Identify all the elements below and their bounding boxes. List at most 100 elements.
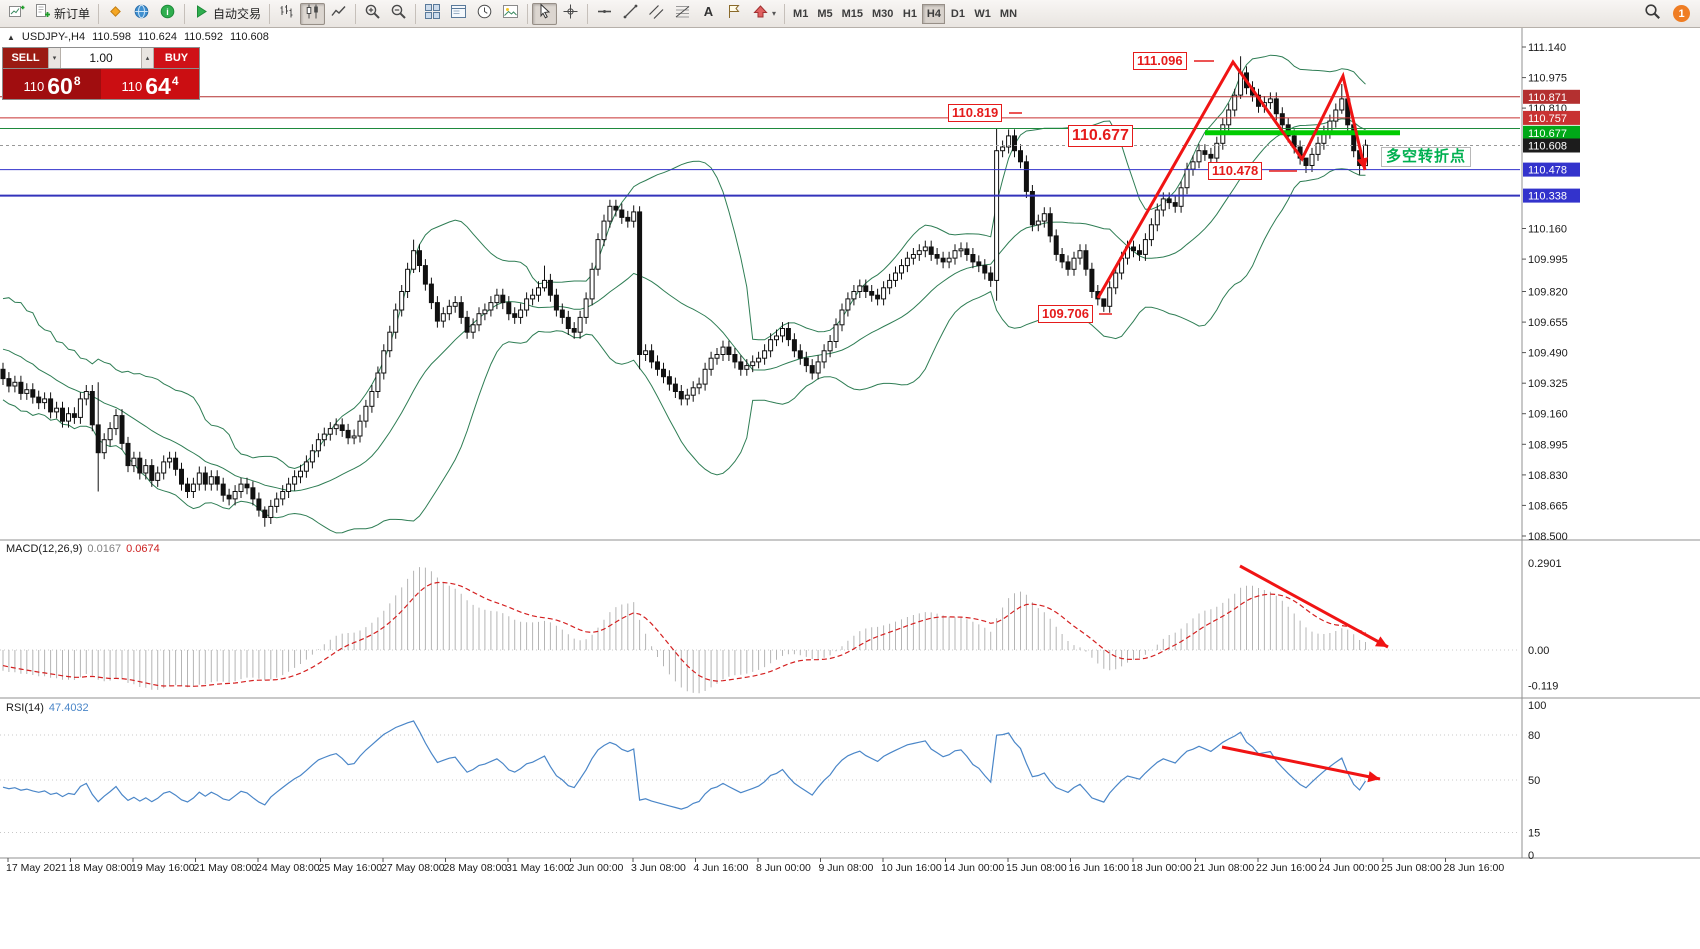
candlestick-mode-icon bbox=[304, 3, 321, 25]
price-annotation-110.478[interactable]: 110.478 bbox=[1208, 162, 1263, 181]
timeframe-mn-button[interactable]: MN bbox=[999, 7, 1018, 20]
bid-price-panel[interactable]: 110 60 8 bbox=[3, 69, 101, 99]
candlestick-mode-button[interactable] bbox=[300, 2, 326, 25]
buy-button[interactable]: BUY bbox=[154, 48, 199, 68]
timeframe-m30-button[interactable]: M30 bbox=[872, 7, 894, 20]
cursor-tool-button[interactable] bbox=[532, 2, 558, 25]
line-chart-mode-button[interactable] bbox=[326, 3, 351, 25]
timeframe-h4-button[interactable]: H4 bbox=[922, 3, 946, 24]
zoom-in-button[interactable] bbox=[360, 3, 385, 25]
trend-arrow[interactable] bbox=[1221, 745, 1381, 781]
text-tool-icon: A bbox=[700, 3, 717, 25]
timeframe-m1-button[interactable]: M1 bbox=[793, 7, 809, 20]
trend-arrow[interactable] bbox=[1096, 59, 1367, 299]
price-axis-label: 110.160 bbox=[1528, 224, 1567, 236]
price-axis-label: 109.490 bbox=[1528, 348, 1568, 360]
time-axis-label: 27 May 08:00 bbox=[381, 862, 445, 874]
new-chart-icon bbox=[8, 3, 25, 25]
pane-divider-macd[interactable] bbox=[0, 539, 1700, 542]
tile-windows-icon bbox=[424, 3, 441, 25]
pane-divider-rsi[interactable] bbox=[0, 697, 1700, 700]
ask-price-panel[interactable]: 110 64 4 bbox=[101, 69, 199, 99]
rsi-name: RSI(14) bbox=[6, 702, 44, 714]
crosshair-tool-button[interactable] bbox=[558, 3, 583, 25]
text-label-tool-button[interactable] bbox=[722, 3, 747, 25]
rsi-axis-label: 50 bbox=[1528, 775, 1540, 787]
metaquotes-app-button[interactable] bbox=[103, 3, 128, 25]
time-axis-label: 15 Jun 08:00 bbox=[1006, 862, 1067, 874]
rsi-indicator bbox=[0, 720, 1520, 833]
time-axis-label: 28 Jun 16:00 bbox=[1444, 862, 1505, 874]
line-chart-mode-icon bbox=[330, 3, 347, 25]
volume-decrease-button[interactable]: ▾ bbox=[48, 48, 61, 68]
arrows-tool-button[interactable]: ▾ bbox=[748, 3, 780, 25]
macd-name: MACD(12,26,9) bbox=[6, 543, 83, 555]
crosshair-tool-icon bbox=[562, 3, 579, 25]
chart-snapshot-icon bbox=[502, 3, 519, 25]
price-annotation-111.096[interactable]: 111.096 bbox=[1133, 52, 1187, 71]
market-watch-button[interactable] bbox=[129, 3, 154, 25]
svg-text:110.608: 110.608 bbox=[1528, 141, 1567, 153]
sell-button[interactable]: SELL bbox=[3, 48, 48, 68]
timeframe-m5-button[interactable]: M5 bbox=[817, 7, 833, 20]
trendline-tool-button[interactable] bbox=[618, 3, 643, 25]
new-chart-button[interactable] bbox=[4, 3, 29, 25]
price-badge-110.608: 110.608 bbox=[1523, 138, 1580, 153]
time-axis-label: 17 May 2021 bbox=[6, 862, 67, 874]
search-button[interactable] bbox=[1640, 3, 1665, 25]
period-selector-button[interactable] bbox=[472, 3, 497, 25]
data-window-button[interactable] bbox=[446, 3, 471, 25]
price-annotation-110.677[interactable]: 110.677 bbox=[1068, 125, 1133, 147]
price-chart-canvas[interactable]: 111.140110.975110.810110.160109.995109.8… bbox=[0, 28, 1700, 949]
text-tool-button[interactable]: A bbox=[696, 3, 721, 25]
macd-axis-label: -0.119 bbox=[1528, 681, 1558, 693]
auto-trading-button[interactable]: 自动交易 bbox=[189, 3, 265, 25]
zoom-out-button[interactable] bbox=[386, 3, 411, 25]
trend-arrow[interactable] bbox=[1239, 564, 1389, 649]
toolbar-separator bbox=[98, 3, 100, 24]
turning-point-label[interactable]: 多空转折点 bbox=[1381, 147, 1472, 167]
price-axis-label: 111.140 bbox=[1528, 42, 1566, 54]
price-annotation-109.706[interactable]: 109.706 bbox=[1038, 305, 1093, 324]
timeframe-d1-button[interactable]: D1 bbox=[950, 7, 965, 20]
auto-trading-label: 自动交易 bbox=[213, 7, 262, 21]
period-selector-icon bbox=[476, 3, 493, 25]
timeframe-m15-button[interactable]: M15 bbox=[841, 7, 864, 20]
timeframe-w1-button[interactable]: W1 bbox=[974, 7, 991, 20]
chart-snapshot-button[interactable] bbox=[498, 3, 523, 25]
data-window-icon bbox=[450, 3, 467, 25]
equidistant-channel-tool-button[interactable] bbox=[644, 3, 669, 25]
volume-input[interactable] bbox=[61, 48, 141, 68]
price-axis[interactable] bbox=[1522, 28, 1700, 858]
chart-collapse-icon[interactable]: ▲ bbox=[7, 32, 15, 42]
symbol-period: USDJPY-,H4 bbox=[21, 31, 86, 43]
svg-text:110.338: 110.338 bbox=[1528, 191, 1567, 203]
macd-main-value: 0.0167 bbox=[87, 543, 122, 555]
fibonacci-tool-button[interactable] bbox=[670, 3, 695, 25]
tile-windows-button[interactable] bbox=[420, 3, 445, 25]
rsi-axis-label: 15 bbox=[1528, 828, 1540, 840]
rsi-axis-label: 80 bbox=[1528, 730, 1540, 742]
notification-badge[interactable]: 1 bbox=[1673, 5, 1690, 22]
time-axis-label: 25 Jun 08:00 bbox=[1381, 862, 1442, 874]
cursor-tool-icon bbox=[536, 2, 553, 25]
timeframe-h1-button[interactable]: H1 bbox=[902, 7, 917, 20]
ask-point: 4 bbox=[171, 74, 179, 88]
help-button[interactable]: i bbox=[155, 3, 180, 25]
volume-increase-button[interactable]: ▴ bbox=[141, 48, 154, 68]
price-axis-label: 108.500 bbox=[1528, 531, 1568, 543]
price-annotation-110.819[interactable]: 110.819 bbox=[948, 104, 1003, 123]
time-axis-label: 21 Jun 08:00 bbox=[1194, 862, 1255, 874]
time-axis-label: 14 Jun 00:00 bbox=[944, 862, 1005, 874]
rsi-line bbox=[2, 720, 1367, 810]
ohlc-low: 110.592 bbox=[184, 31, 223, 43]
symbol-info-line: ▲ USDJPY-,H4 110.598 110.624 110.592 110… bbox=[7, 31, 269, 43]
new-order-button[interactable]: 新订单 bbox=[30, 3, 94, 25]
bar-chart-mode-button[interactable] bbox=[274, 3, 299, 25]
time-axis-label: 2 Jun 00:00 bbox=[569, 862, 624, 874]
price-axis-label: 109.160 bbox=[1528, 409, 1568, 421]
horizontal-line-tool-button[interactable] bbox=[592, 3, 617, 25]
time-axis[interactable] bbox=[0, 858, 1522, 878]
time-axis-label: 31 May 16:00 bbox=[506, 862, 570, 874]
